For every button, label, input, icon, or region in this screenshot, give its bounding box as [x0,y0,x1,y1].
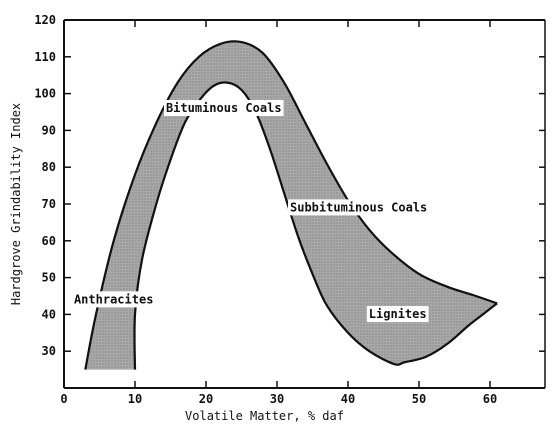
region-label: Subbituminous Coals [290,200,427,214]
hgi-band-lower-edge [133,81,498,370]
region-label-background [163,100,284,116]
region-label: Lignites [369,307,427,321]
x-tick-label: 50 [412,392,426,406]
ticks-layer: 0 10 20 30 40 50 60 30 40 50 60 70 80 90 100 110 120 [34,13,545,406]
y-tick-label: 40 [42,307,56,321]
y-tick-label: 70 [42,197,56,211]
region-label: Bituminous Coals [166,101,282,115]
hgi-band-upper-edge [84,40,498,370]
y-tick-label: 120 [34,13,56,27]
region-label-background [288,199,430,216]
region-label-background [366,306,429,323]
y-tick-label: 100 [34,87,56,101]
x-tick-label: 20 [199,392,213,406]
x-axis-title: Volatile Matter, % daf [185,409,344,423]
y-tick-label: 80 [42,160,56,174]
y-tick-label: 50 [42,271,56,285]
y-axis-title: Hardgrove Grindability Index [9,103,23,305]
x-tick-label: 60 [483,392,497,406]
y-tick-label: 110 [34,50,56,64]
x-tick-label: 30 [270,392,284,406]
y-tick-label: 30 [42,344,56,358]
x-tick-label: 10 [128,392,142,406]
x-tick-label: 40 [341,392,355,406]
y-tick-label: 60 [42,234,56,248]
y-tick-label: 90 [42,123,56,137]
region-label-background [71,291,156,308]
labels-layer: Bituminous Coals Subbituminous Coals Anthr… [71,100,430,323]
x-tick-label: 0 [60,392,67,406]
region-label: Anthracites [74,292,153,306]
